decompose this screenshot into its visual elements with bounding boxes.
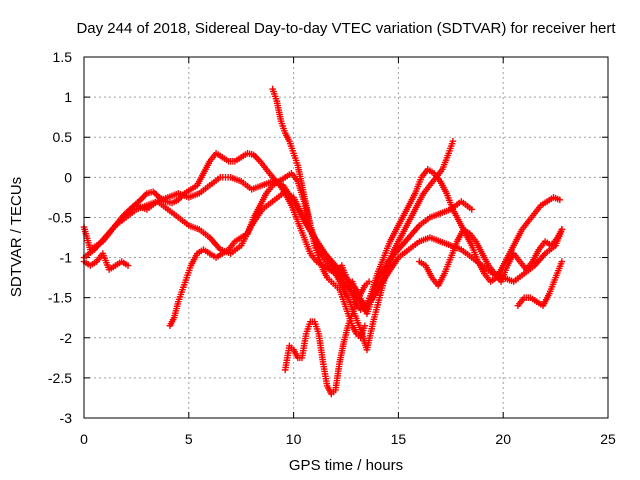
y-tick-label: -1.5 [48,290,72,306]
x-tick-label: 5 [185,431,193,447]
data-point [558,258,566,265]
x-tick-label: 15 [391,431,407,447]
x-tick-label: 20 [495,431,511,447]
x-axis-label: GPS time / hours [289,457,403,474]
chart-title: Day 244 of 2018, Sidereal Day-to-day VTE… [76,20,616,37]
data-point [140,193,148,200]
x-tick-label: 0 [80,431,88,447]
x-tick-label: 25 [600,431,616,447]
axis-ticks: -3 -2.5 -2 -1.5 -1 -0.5 0 0.5 1 1.5 0 5 10 15 20 25 [48,49,616,447]
data-point [556,196,564,204]
y-tick-label: 0.5 [53,129,73,145]
data-point [468,206,476,213]
grid [84,57,608,418]
data-series [133,190,566,309]
y-tick-label: 1 [64,89,72,105]
data-point [255,156,262,163]
y-tick-label: -3 [60,410,73,426]
x-tick-label: 10 [286,431,302,447]
data-point [124,262,132,269]
data-point [365,278,373,285]
data-series [281,278,373,398]
plot-area [80,85,566,398]
data-series [80,250,132,273]
data-series [514,258,566,309]
y-tick-label: -1 [60,250,73,266]
y-tick-label: -2 [60,330,73,346]
y-tick-label: 0 [64,169,72,185]
y-axis-label: SDTVAR / TECUs [8,177,25,297]
y-tick-label: -2.5 [48,370,72,386]
data-series [416,226,566,289]
y-tick-label: 1.5 [53,49,73,65]
data-series [348,166,564,313]
data-point [449,137,457,145]
y-tick-label: -0.5 [48,209,72,225]
plot-frame [83,56,609,419]
data-point [558,226,566,233]
data-series [269,85,369,342]
data-point [361,322,369,330]
data-point [253,154,261,162]
data-series [166,137,457,354]
